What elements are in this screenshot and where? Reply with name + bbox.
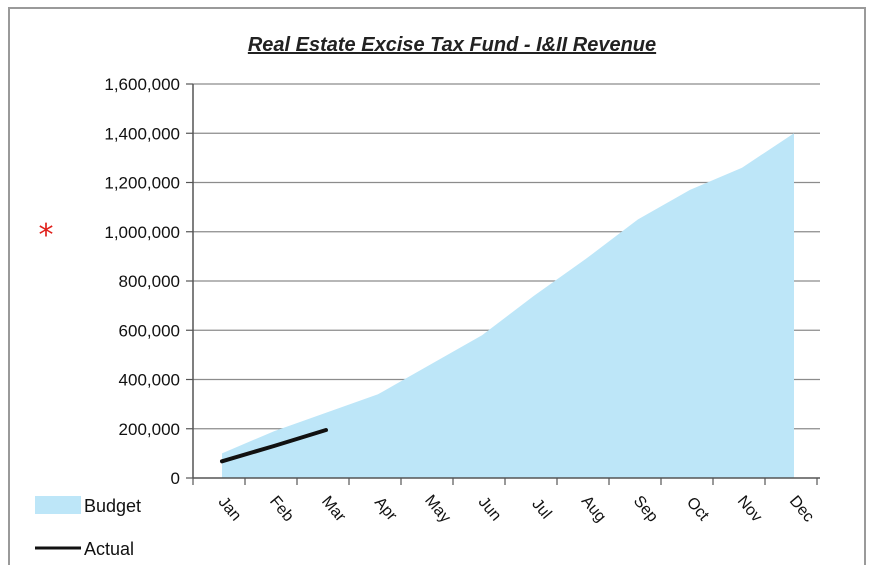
y-tick-label: 1,600,000 [104, 75, 180, 94]
legend-label-actual: Actual [84, 539, 134, 559]
x-tick-label: Nov [734, 493, 765, 526]
x-tick-label: Aug [578, 493, 609, 526]
series-actual-line [220, 428, 328, 464]
chart-title: Real Estate Excise Tax Fund - I&II Reven… [248, 34, 656, 56]
y-tick-label: 0 [171, 469, 180, 488]
legend: Budget Actual [35, 496, 141, 559]
y-tick-label: 200,000 [119, 420, 180, 439]
x-tick-label: Jun [475, 494, 505, 525]
axes [186, 83, 820, 485]
plot-area [220, 133, 794, 479]
x-tick-label: Jan [215, 494, 245, 525]
y-tick-label: 600,000 [119, 321, 180, 340]
y-tick-label: 1,000,000 [104, 223, 180, 242]
y-tick-label: 800,000 [119, 272, 180, 291]
x-tick-label: Sep [630, 493, 661, 526]
x-tick-label: Apr [371, 494, 400, 525]
y-tick-label: 400,000 [119, 371, 180, 390]
x-tick-label: Mar [318, 493, 349, 526]
annotation-asterisk: * [39, 218, 54, 253]
x-tick-label: Feb [266, 493, 297, 525]
x-tick-label: Jul [528, 496, 554, 523]
x-tick-label: May [421, 492, 453, 526]
legend-swatch-budget [35, 496, 81, 514]
y-tick-label: 1,400,000 [104, 124, 180, 143]
y-tick-label: 1,200,000 [104, 174, 180, 193]
x-tick-label: Oct [683, 494, 712, 524]
legend-label-budget: Budget [84, 496, 141, 516]
x-tick-label: Dec [786, 493, 817, 526]
series-budget-area [222, 133, 794, 479]
